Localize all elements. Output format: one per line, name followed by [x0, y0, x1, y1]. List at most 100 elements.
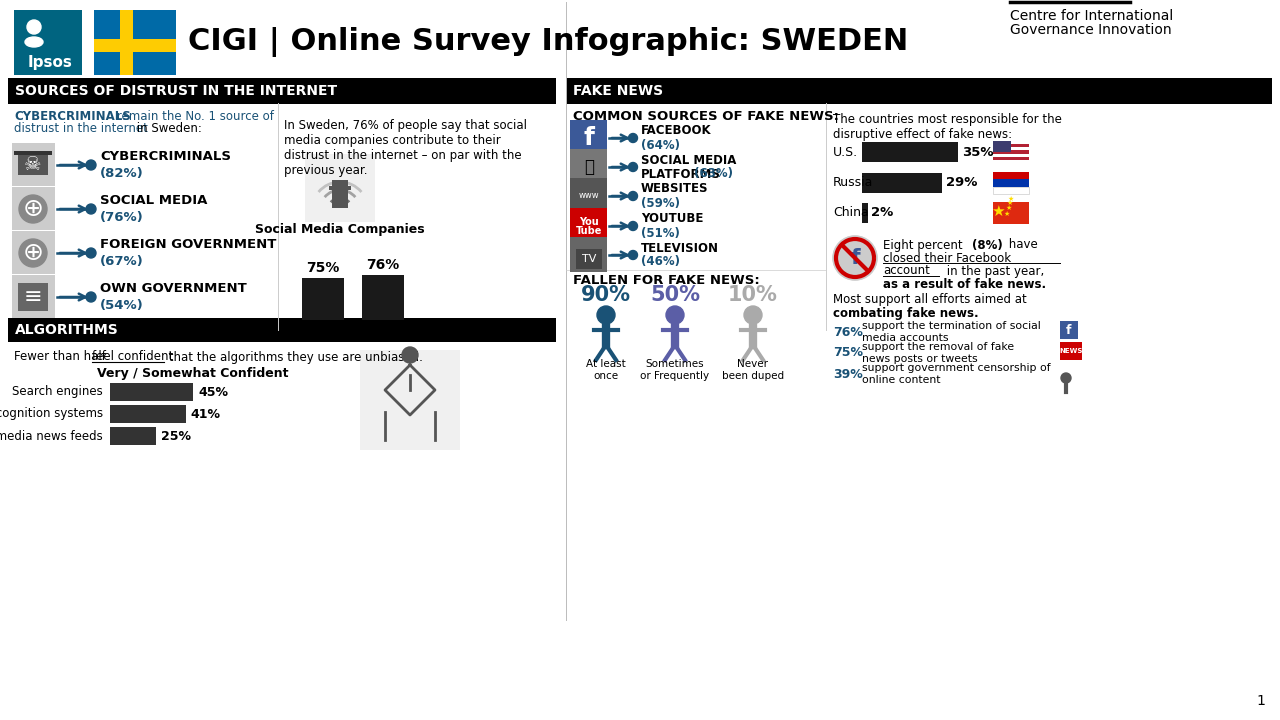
Text: (46%): (46%)	[641, 256, 680, 269]
Text: Never
been duped: Never been duped	[722, 359, 785, 381]
Text: combating fake news.: combating fake news.	[833, 307, 979, 320]
Bar	[861, 173, 942, 193]
Bar	[570, 208, 607, 243]
Bar	[861, 142, 959, 162]
Bar	[360, 350, 460, 450]
Bar	[570, 120, 607, 155]
Bar	[993, 160, 1029, 163]
Text: support government censorship of
online content: support government censorship of online …	[861, 363, 1051, 384]
Bar	[993, 186, 1029, 194]
Bar	[362, 275, 404, 320]
Text: FOREIGN GOVERNMENT: FOREIGN GOVERNMENT	[100, 238, 276, 251]
Text: The countries most responsible for the
disruptive effect of fake news:: The countries most responsible for the d…	[833, 113, 1062, 141]
Bar	[1060, 321, 1078, 339]
Bar	[570, 178, 607, 213]
Text: 29%: 29%	[946, 176, 977, 189]
Bar	[110, 383, 193, 401]
Bar	[302, 278, 344, 320]
Text: ⊕: ⊕	[23, 241, 44, 265]
Text: OWN GOVERNMENT: OWN GOVERNMENT	[100, 282, 247, 294]
Text: ★: ★	[1004, 210, 1010, 217]
Text: CIGI | Online Survey Infographic: SWEDEN: CIGI | Online Survey Infographic: SWEDEN	[188, 27, 909, 57]
Bar	[110, 427, 156, 445]
Text: account: account	[883, 264, 929, 277]
Text: as a result of fake news.: as a result of fake news.	[883, 277, 1046, 290]
Circle shape	[666, 306, 684, 324]
Text: (8%): (8%)	[972, 238, 1002, 251]
Text: (63%): (63%)	[690, 168, 733, 181]
Text: feel confident: feel confident	[92, 351, 173, 364]
Text: China: China	[833, 207, 869, 220]
Text: Eight percent: Eight percent	[883, 238, 966, 251]
Circle shape	[86, 248, 96, 258]
Text: 75%: 75%	[306, 261, 339, 275]
Text: 25%: 25%	[161, 430, 191, 443]
Text: WEBSITES: WEBSITES	[641, 182, 709, 196]
Circle shape	[576, 183, 602, 209]
Text: Social media news feeds: Social media news feeds	[0, 430, 102, 443]
Bar	[18, 155, 49, 175]
Text: Social Media Companies: Social Media Companies	[255, 223, 425, 236]
Text: f: f	[584, 126, 594, 150]
Bar	[8, 318, 556, 342]
Text: (59%): (59%)	[641, 197, 680, 210]
Text: ★: ★	[1006, 200, 1012, 206]
Text: 50%: 50%	[650, 285, 700, 305]
Bar	[14, 10, 82, 75]
Bar	[12, 275, 55, 318]
Circle shape	[833, 236, 877, 280]
Text: distrust in the internet: distrust in the internet	[14, 122, 148, 135]
Circle shape	[576, 154, 602, 180]
Text: 1: 1	[1256, 694, 1265, 708]
Bar	[566, 78, 1272, 104]
Text: Most support all efforts aimed at: Most support all efforts aimed at	[833, 294, 1027, 307]
Text: (54%): (54%)	[100, 300, 143, 312]
Bar	[993, 153, 1029, 157]
Text: TV: TV	[582, 254, 596, 264]
Circle shape	[833, 236, 877, 280]
Bar	[332, 180, 348, 208]
Text: ★: ★	[991, 204, 1005, 218]
Text: FALLEN FOR FAKE NEWS:: FALLEN FOR FAKE NEWS:	[573, 274, 760, 287]
Text: SOCIAL MEDIA: SOCIAL MEDIA	[100, 194, 207, 207]
Text: ★: ★	[1005, 205, 1011, 211]
Bar	[570, 149, 607, 184]
Text: 39%: 39%	[833, 367, 863, 380]
Text: ⊕: ⊕	[23, 197, 44, 221]
Text: support the removal of fake
news posts or tweets: support the removal of fake news posts o…	[861, 342, 1014, 364]
Circle shape	[628, 251, 637, 259]
Text: 2018: 2018	[307, 328, 339, 341]
Text: ★: ★	[1007, 196, 1014, 202]
Text: CYBERCRIMINALS: CYBERCRIMINALS	[100, 150, 230, 163]
Text: (76%): (76%)	[100, 212, 143, 225]
Text: FAKE NEWS: FAKE NEWS	[573, 84, 663, 98]
Text: 👥: 👥	[584, 158, 594, 176]
Circle shape	[628, 222, 637, 230]
Text: CYBERCRIMINALS: CYBERCRIMINALS	[14, 110, 131, 124]
Bar	[18, 283, 49, 311]
Bar	[993, 141, 1029, 144]
Text: 75%: 75%	[833, 346, 863, 359]
Text: have: have	[1005, 238, 1038, 251]
Text: In Sweden, 76% of people say that social
media companies contribute to their
dis: In Sweden, 76% of people say that social…	[284, 119, 527, 177]
Text: U.S.: U.S.	[833, 145, 858, 158]
Circle shape	[19, 239, 47, 267]
Text: support the termination of social
media accounts: support the termination of social media …	[861, 321, 1041, 343]
Circle shape	[628, 163, 637, 171]
Text: FACEBOOK: FACEBOOK	[641, 125, 712, 138]
Text: 10%: 10%	[728, 285, 778, 305]
Bar	[8, 78, 556, 104]
Text: 76%: 76%	[833, 325, 863, 338]
Text: www: www	[579, 192, 599, 200]
Circle shape	[596, 306, 614, 324]
Text: ☠: ☠	[24, 156, 42, 174]
Text: Ipsos: Ipsos	[28, 55, 73, 71]
Text: (82%): (82%)	[100, 168, 143, 181]
Text: Facial recognition systems: Facial recognition systems	[0, 408, 102, 420]
Text: 45%: 45%	[198, 385, 228, 398]
Text: ≡: ≡	[24, 287, 42, 307]
Bar	[1060, 356, 1082, 360]
Circle shape	[86, 204, 96, 214]
Text: (51%): (51%)	[641, 227, 680, 240]
Circle shape	[1061, 373, 1071, 383]
